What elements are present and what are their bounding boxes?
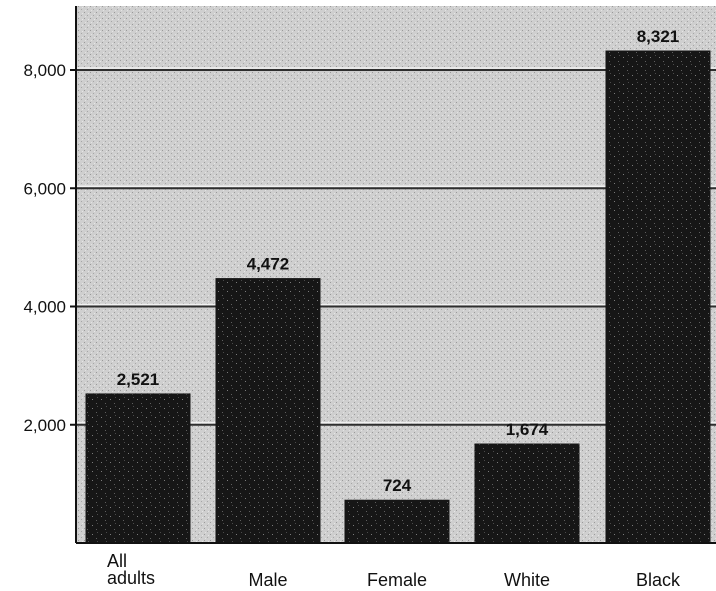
bar-value-label: 4,472 (247, 255, 290, 274)
bar (215, 278, 321, 544)
category-label: Female (367, 570, 427, 590)
y-tick-label: 4,000 (23, 298, 66, 317)
bar-value-label: 8,321 (637, 27, 680, 46)
category-label: Male (248, 570, 287, 590)
category-label: adults (107, 568, 155, 588)
y-axis-tick-labels: 2,000 4,000 6,000 8,000 (23, 61, 76, 435)
y-tick-label: 6,000 (23, 179, 66, 198)
y-tick-label: 8,000 (23, 61, 66, 80)
category-label: White (504, 570, 550, 590)
bar-value-label: 1,674 (506, 420, 549, 439)
bar (605, 50, 711, 544)
bar-value-label: 724 (383, 476, 412, 495)
y-tick-label: 2,000 (23, 416, 66, 435)
bar (85, 393, 191, 544)
bar-value-label: 2,521 (117, 370, 160, 389)
bar (344, 499, 450, 544)
category-label: Black (636, 570, 681, 590)
category-label: All (107, 551, 127, 571)
data-labels: 2,521 4,472 724 1,674 8,321 (117, 27, 680, 495)
bar (474, 443, 580, 544)
bars (85, 50, 711, 544)
